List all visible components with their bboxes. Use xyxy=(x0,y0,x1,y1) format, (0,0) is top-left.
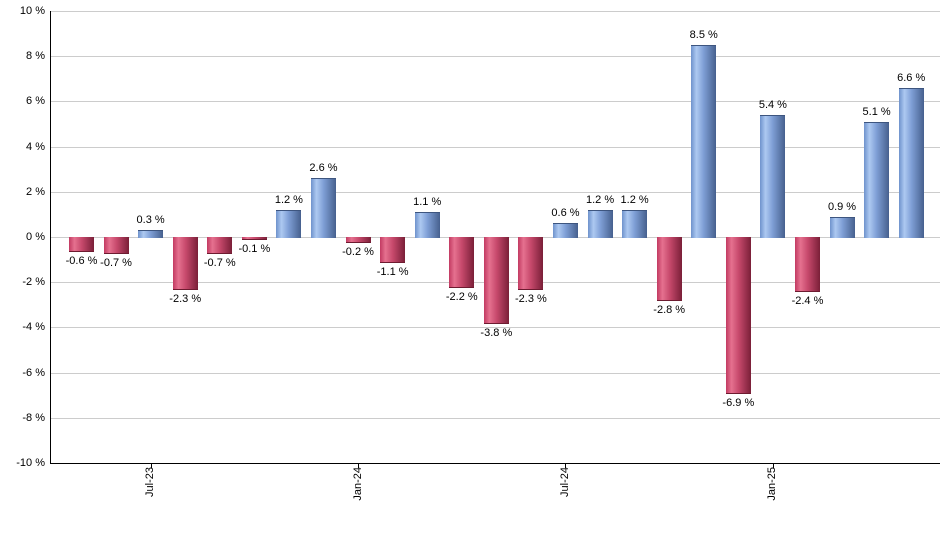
bar-value-label: 0.6 % xyxy=(551,207,580,220)
y-grid-line xyxy=(50,192,940,193)
y-grid-line xyxy=(50,56,940,57)
bar-positive[interactable] xyxy=(829,216,855,238)
y-axis-tick-label: 0 % xyxy=(26,231,45,243)
bar-positive[interactable] xyxy=(691,44,717,238)
x-axis-line xyxy=(50,463,940,464)
x-axis-tick xyxy=(358,463,360,468)
bar-positive[interactable] xyxy=(587,209,613,238)
bar-negative[interactable] xyxy=(345,237,371,243)
bar-value-label: -2.4 % xyxy=(791,295,824,308)
bar-negative[interactable] xyxy=(207,237,233,254)
bar-value-label: 0.3 % xyxy=(136,214,165,227)
y-grid-line xyxy=(50,418,940,419)
y-grid-line xyxy=(50,327,940,328)
bar-value-label: 1.2 % xyxy=(620,193,649,206)
bar-value-label: -0.7 % xyxy=(100,256,132,269)
y-axis-tick-label: 10 % xyxy=(19,5,45,17)
bar-value-label: -2.3 % xyxy=(169,292,202,305)
bar-value-label: -0.1 % xyxy=(238,243,271,256)
bar-positive[interactable] xyxy=(898,87,924,238)
bar-value-label: 1.2 % xyxy=(585,193,615,206)
bar-positive[interactable] xyxy=(138,230,164,238)
y-grid-line xyxy=(50,101,940,102)
bar-negative[interactable] xyxy=(449,237,475,288)
x-axis-tick-label: Jan-25 xyxy=(766,467,779,501)
bar-value-label: 2.6 % xyxy=(309,162,338,175)
bar-value-label: -6.9 % xyxy=(722,396,755,409)
bar-negative[interactable] xyxy=(656,237,682,302)
y-grid-line xyxy=(50,11,940,12)
bar-negative[interactable] xyxy=(794,237,820,293)
bar-value-label: -0.7 % xyxy=(203,256,236,269)
bar-value-label: 1.2 % xyxy=(274,193,303,206)
bar-negative[interactable] xyxy=(518,237,544,290)
bar-negative[interactable] xyxy=(725,237,751,394)
bar-positive[interactable] xyxy=(622,209,648,238)
bar-positive[interactable] xyxy=(552,223,578,238)
bar-value-label: -2.2 % xyxy=(445,290,478,303)
y-axis-line xyxy=(50,11,51,463)
x-axis-tick-label: Jul-23 xyxy=(144,467,157,497)
bar-value-label: 5.1 % xyxy=(862,105,891,118)
bar-negative[interactable] xyxy=(69,237,94,252)
bar-value-label: -2.3 % xyxy=(515,292,547,305)
x-axis-tick xyxy=(150,463,152,468)
y-axis-tick-label: 4 % xyxy=(26,141,45,153)
bar-value-label: 1.1 % xyxy=(413,196,442,209)
bar-value-label: -3.8 % xyxy=(480,326,513,339)
bar-negative[interactable] xyxy=(172,237,198,290)
bar-value-label: 0.9 % xyxy=(827,200,857,213)
bar-positive[interactable] xyxy=(414,212,440,238)
bar-negative[interactable] xyxy=(103,237,129,254)
bar-negative[interactable] xyxy=(380,237,406,263)
x-axis-tick-label: Jul-24 xyxy=(558,467,571,497)
bar-value-label: -1.1 % xyxy=(376,265,409,278)
bar-value-label: 6.6 % xyxy=(897,71,926,84)
bar-value-label: -2.8 % xyxy=(653,304,686,317)
y-axis-tick-label: -6 % xyxy=(22,367,45,379)
bar-value-label: 5.4 % xyxy=(758,98,787,111)
x-axis-tick-label: Jan-24 xyxy=(351,467,364,501)
y-axis-tick-label: 8 % xyxy=(26,50,45,62)
x-axis-tick xyxy=(772,463,774,468)
bar-negative[interactable] xyxy=(241,237,267,241)
bar-positive[interactable] xyxy=(310,178,336,238)
bar-negative[interactable] xyxy=(483,237,509,324)
y-axis-tick-label: 6 % xyxy=(26,95,45,107)
y-grid-line xyxy=(50,147,940,148)
y-axis-tick-label: -8 % xyxy=(22,412,45,424)
y-axis-tick-label: -10 % xyxy=(16,457,45,469)
y-axis-tick-label: 2 % xyxy=(26,186,45,198)
y-axis-tick-label: -4 % xyxy=(22,321,45,333)
bar-value-label: 8.5 % xyxy=(689,28,718,41)
bar-value-label: -0.6 % xyxy=(65,254,98,267)
y-grid-line xyxy=(50,373,940,374)
x-axis-tick xyxy=(565,463,567,468)
bar-value-label: -0.2 % xyxy=(342,245,374,258)
bar-positive[interactable] xyxy=(864,121,890,238)
y-axis-tick-label: -2 % xyxy=(22,276,45,288)
bar-positive[interactable] xyxy=(276,209,302,238)
bar-positive[interactable] xyxy=(760,114,786,238)
